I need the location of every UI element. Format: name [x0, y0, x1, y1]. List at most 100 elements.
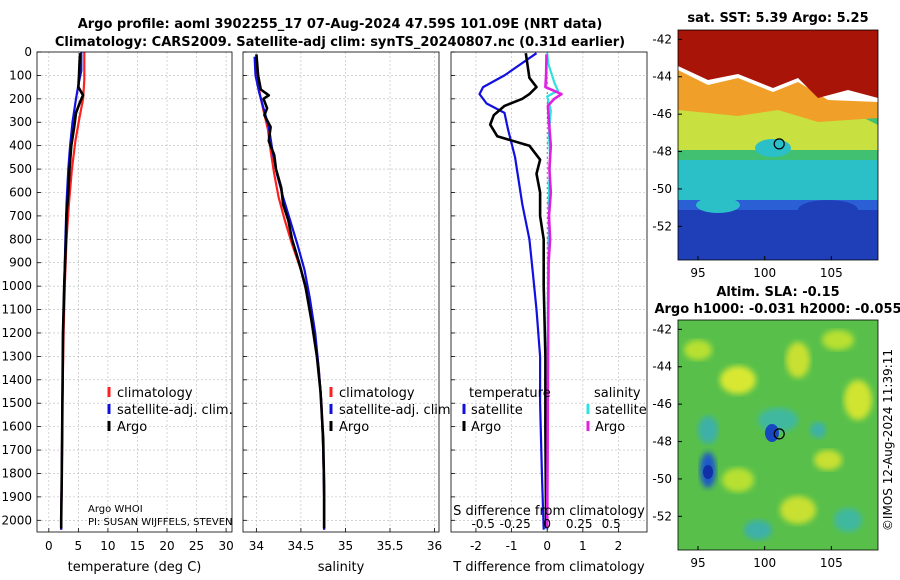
sla-blob [722, 468, 754, 492]
x-tick-label: 30 [218, 539, 233, 553]
sst-map-axes: 95 100 105 -42 -44 -46 -48 -50 -52 [652, 29, 879, 280]
sla-blob [698, 416, 718, 444]
y-tick-label: 2000 [1, 513, 32, 527]
y-tick-label: 900 [9, 256, 32, 270]
x-tick-label: 5 [75, 539, 83, 553]
x-tick-label: 34 [249, 539, 264, 553]
sla-blob [765, 424, 779, 442]
y-tick-label: 400 [9, 139, 32, 153]
sla-blob [744, 520, 772, 540]
x-tick-label: 25 [189, 539, 204, 553]
plot-area [37, 52, 232, 532]
sla-heatmap [678, 320, 878, 550]
s-tick-label: 0.25 [566, 517, 593, 531]
y-tick-label: 1800 [1, 466, 32, 480]
y-tick-label: 1000 [1, 279, 32, 293]
legend-label: satellite [471, 403, 523, 418]
sla-blob [822, 330, 854, 350]
sla-map-axes: 95 100 105 -42 -44 -46 -48 -50 -52 [652, 319, 879, 570]
legend-label: Argo [471, 420, 501, 435]
s-tick-label: -0.5 [472, 517, 495, 531]
map-x-tick-label: 95 [690, 556, 705, 570]
legend-title-temperature: temperature [469, 386, 551, 401]
legend-title-salinity: salinity [594, 386, 641, 401]
figure-title-line1: Argo profile: aoml 3902255_17 07-Aug-202… [78, 17, 603, 32]
y-tick-label: 800 [9, 232, 32, 246]
map-x-tick-label: 105 [820, 266, 843, 280]
map-y-tick-label: -50 [652, 182, 672, 196]
salinity-panel: 34 34.5 35 35.5 36 salinity climatology satelli… [242, 51, 455, 575]
x-tick-label: -2 [470, 539, 482, 553]
figure-title-line2: Climatology: CARS2009. Satellite-adj cli… [55, 35, 625, 50]
plot-frame [36, 51, 233, 533]
y-tick-label: 1600 [1, 420, 32, 434]
series-line-t-satellite [478, 52, 545, 530]
temperature-panel: 0 5 10 15 20 25 30 temperature (deg C) 0 100 200 30… [1, 45, 233, 575]
argo-location-marker [773, 428, 785, 440]
x-tick-label: 0 [543, 539, 551, 553]
y-tick-label: 300 [9, 115, 32, 129]
map-y-tick-label: -48 [652, 435, 672, 449]
sla-blob [684, 340, 712, 360]
sla-blob [780, 496, 816, 524]
series-line-t-argo [488, 53, 548, 529]
map-x-tick-label: 100 [753, 556, 776, 570]
sla-blob [810, 422, 826, 438]
x-tick-label: 34.5 [288, 539, 315, 553]
sst-patch [755, 139, 791, 157]
legend-label: satellite-adj. clim. [117, 403, 233, 418]
sst-heatmap [678, 30, 878, 260]
legend-label: Argo [117, 420, 147, 435]
sla-blob [844, 380, 872, 420]
x-axis-label: T difference from climatology [452, 560, 645, 575]
sst-coldest-band [678, 210, 878, 260]
y-tick-label: 200 [9, 92, 32, 106]
sla-blob [786, 342, 810, 378]
credit-line2: PI: SUSAN WIJFFELS, STEVEN [88, 517, 233, 528]
x-axis-label: salinity [318, 560, 365, 575]
y-tick-label: 100 [9, 68, 32, 82]
s-tick-label: 0 [543, 517, 551, 531]
x-tick-label: 20 [159, 539, 174, 553]
legend-label: climatology [117, 386, 193, 401]
y-tick-label: 1500 [1, 396, 32, 410]
sst-orange-band [678, 70, 878, 122]
map-y-tick-label: -46 [652, 397, 672, 411]
sst-patch [696, 197, 740, 213]
y-tick-label: 700 [9, 209, 32, 223]
plot-area [243, 52, 439, 532]
map-frame [677, 319, 879, 551]
series-line-argo [59, 53, 85, 529]
x-tick-label: 2 [615, 539, 623, 553]
y-tick-label: 1400 [1, 373, 32, 387]
map-y-tick-label: -44 [652, 360, 672, 374]
series-line-s-argo [544, 54, 563, 529]
s-axis-label: S difference from climatology [453, 504, 645, 519]
sla-blob [720, 366, 756, 394]
legend-label: climatology [339, 386, 415, 401]
x-tick-label: 35.5 [377, 539, 404, 553]
sla-blob [703, 465, 713, 479]
x-tick-label: 15 [130, 539, 145, 553]
map-y-tick-label: -44 [652, 70, 672, 84]
legend-label: satellite-adj. clim. [339, 403, 455, 418]
plot-frame [242, 51, 440, 533]
map-y-tick-label: -48 [652, 145, 672, 159]
y-tick-label: 1300 [1, 349, 32, 363]
map-y-tick-label: -42 [652, 32, 672, 46]
s-tick-label: -0.25 [500, 517, 531, 531]
y-tick-label: 1700 [1, 443, 32, 457]
s-tick-label: 0.5 [602, 517, 621, 531]
difference-panel: -2 -1 0 1 2 T difference from climatology -0.5… [450, 51, 648, 575]
x-tick-label: 1 [579, 539, 587, 553]
map-x-tick-label: 95 [690, 266, 705, 280]
y-tick-label: 1900 [1, 490, 32, 504]
legend-label: Argo [339, 420, 369, 435]
y-tick-label: 1200 [1, 326, 32, 340]
map-x-tick-label: 100 [753, 266, 776, 280]
y-tick-label: 1100 [1, 303, 32, 317]
imos-timestamp-label: ©IMOS 12-Aug-2024 11:39:11 [881, 349, 895, 531]
x-tick-label: 10 [100, 539, 115, 553]
map-y-tick-label: -50 [652, 472, 672, 486]
